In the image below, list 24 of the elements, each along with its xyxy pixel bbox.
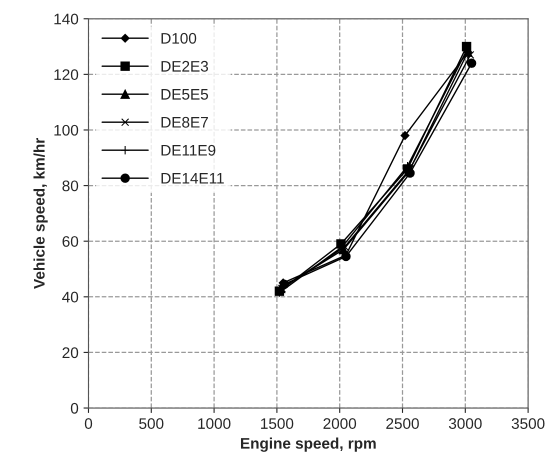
y-tick-label: 120: [54, 69, 78, 80]
x-tick-label: 3000: [448, 418, 482, 429]
y-tick-label: 140: [54, 14, 78, 24]
legend-label: DE5E5: [162, 89, 208, 100]
legend-label: DE2E3: [162, 60, 208, 72]
x-tick-label: 500: [139, 418, 164, 429]
x-tick-label: 2000: [323, 418, 356, 429]
y-tick-label: 40: [62, 292, 78, 302]
x-tick-label: 1000: [198, 418, 230, 429]
y-tick-label: 80: [62, 180, 78, 192]
x-tick-label: 0: [84, 418, 92, 429]
y-tick-label: 20: [62, 347, 78, 358]
y-axis-title: Vehicle speed, km/hr: [33, 138, 48, 289]
x-tick-label: 1500: [261, 418, 294, 429]
x-tick-label: 3500: [512, 418, 545, 429]
legend-label: D100: [162, 32, 196, 44]
legend-label: DE14E11: [162, 173, 224, 184]
y-tick-label: 100: [54, 124, 78, 136]
y-tick-label: 0: [70, 402, 78, 414]
legend-label: DE8E7: [162, 116, 208, 128]
x-tick-label: 2500: [386, 418, 419, 429]
y-tick-label: 60: [62, 236, 78, 247]
legend-label: DE11E9: [162, 144, 216, 156]
x-axis-title: Engine speed, rpm: [240, 438, 376, 452]
